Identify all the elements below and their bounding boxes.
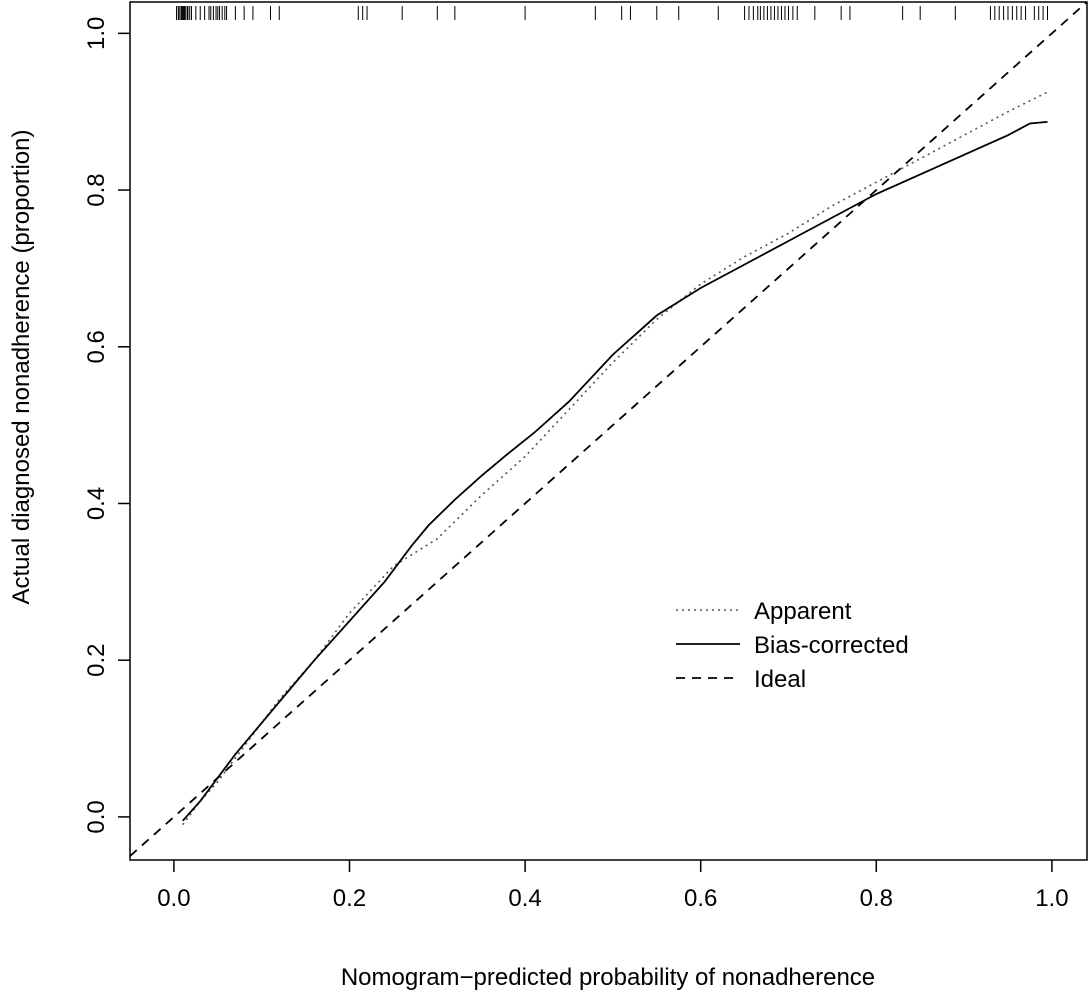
plot-layer	[130, 2, 1087, 857]
series-line-apparent	[182, 91, 1048, 826]
x-tick-label: 0.0	[157, 885, 190, 912]
y-tick-label: 1.0	[83, 17, 110, 50]
y-tick-label: 0.4	[83, 487, 110, 520]
plot-frame	[129, 1, 1088, 861]
series-line-ideal	[130, 2, 1087, 857]
y-tick-label: 0.2	[83, 644, 110, 677]
axes-layer: 0.0 0.2 0.4 0.6 0.8 1.0 0.0 0.2 0.4 0.6 0.8 1.0	[83, 1, 1088, 912]
x-axis-label: Nomogram−predicted probability of nonadh…	[341, 964, 875, 991]
x-tick-label: 1.0	[1035, 885, 1068, 912]
x-tick-label: 0.4	[508, 885, 541, 912]
legend: Apparent Bias-corrected Ideal	[676, 598, 909, 693]
y-tick-label: 0.8	[83, 173, 110, 206]
y-axis-label: Actual diagnosed nonadherence (proportio…	[8, 130, 35, 605]
series-line-bias-corrected	[182, 121, 1048, 822]
legend-label: Apparent	[754, 598, 852, 625]
y-tick-label: 0.6	[83, 330, 110, 363]
legend-label: Bias-corrected	[754, 632, 909, 659]
legend-label: Ideal	[754, 666, 806, 693]
x-tick-label: 0.6	[684, 885, 717, 912]
x-tick-label: 0.2	[333, 885, 366, 912]
x-tick-label: 0.8	[860, 885, 893, 912]
y-tick-label: 0.0	[83, 800, 110, 833]
